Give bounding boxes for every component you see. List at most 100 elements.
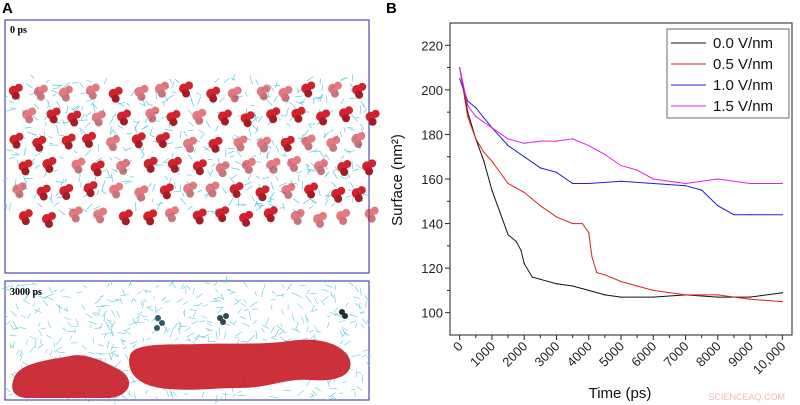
solvent-stroke [182,300,189,306]
solvent-stroke [73,150,78,154]
solvent-stroke [174,337,179,341]
solvent-stroke [350,87,353,92]
solvent-stroke [354,286,359,292]
molecule [301,81,316,98]
solvent-stroke [176,298,184,303]
data-point [515,240,517,242]
solvent-stroke [351,354,361,357]
solvent-stroke [20,315,27,319]
solvent-stroke [287,101,294,105]
molecule [215,161,230,178]
solvent-stroke [178,321,182,328]
solvent-stroke [187,109,193,116]
solvent-stroke [261,176,270,180]
solvent-stroke [215,394,218,404]
solvent-stroke [277,330,285,336]
data-point [507,182,509,185]
data-point [459,66,461,69]
y-axis-label: Surface (nm²) [389,134,406,226]
solvent-stroke [285,107,290,117]
molecule [41,211,56,228]
data-point [572,285,574,287]
solvent-stroke [270,181,274,191]
solvent-stroke [326,315,332,317]
solvent-stroke [169,78,173,83]
molecule [68,206,83,223]
molecule [90,160,105,177]
molecule [339,106,354,123]
solvent-stroke [109,129,114,135]
solvent-stroke [111,331,114,336]
solvent-stroke [145,289,152,293]
solvent-stroke [103,333,107,338]
solvent-stroke [360,101,365,107]
solvent-stroke [135,202,137,212]
solvent-stroke [197,302,203,306]
series-line-1 [459,67,783,303]
solvent-stroke [309,198,318,204]
solvent-stroke [349,97,357,100]
molecule [192,159,207,176]
solvent-stroke [200,315,208,319]
solvent-stroke [174,182,176,189]
solvent-stroke [217,296,225,300]
solvent-stroke [124,180,133,184]
solvent-stroke [78,176,81,183]
molecule [263,206,278,223]
solvent-stroke [116,310,120,318]
solvent-stroke [78,119,88,122]
solvent-stroke [191,320,199,325]
solvent-stroke [309,169,315,171]
data-point [459,78,461,80]
solvent-stroke [269,197,275,201]
solvent-stroke [26,397,28,403]
solvent-stroke [310,309,318,313]
data-point [620,180,622,182]
solvent-stroke [306,379,311,386]
solvent-stroke [215,306,224,309]
molecule [337,159,352,176]
molecule [61,133,76,150]
solvent-stroke [229,321,234,324]
data-point [475,107,477,109]
solvent-stroke [240,302,246,307]
solvent-stroke [121,338,124,346]
molecule [278,85,293,102]
solvent-stroke [34,133,38,138]
solvent-stroke [340,98,345,105]
solvent-stroke [253,113,257,122]
solvent-stroke [260,328,265,333]
solvent-stroke [198,129,205,134]
x-tick-label: 2000 [499,339,530,370]
solvent-stroke [141,299,143,306]
solvent-stroke [45,108,51,115]
solvent-stroke [360,323,365,329]
solvent-stroke [6,149,14,152]
solvent-stroke [50,192,53,200]
solvent-stroke [193,304,199,307]
solvent-stroke [257,115,263,123]
molecule [233,135,248,152]
solvent-stroke [172,391,177,396]
solvent-stroke [66,105,69,115]
solvent-stroke [345,195,351,198]
solvent-stroke [311,200,317,204]
solvent-stroke [242,299,247,304]
solvent-stroke [122,289,126,297]
solvent-stroke [15,303,19,311]
solvent-stroke [297,174,300,183]
solvent-stroke [83,284,87,289]
solvent-stroke [340,155,345,159]
data-point [588,289,590,292]
solvent-stroke [181,283,184,289]
molecule [217,109,232,126]
solvent-stroke [56,337,62,345]
solvent-stroke [45,349,48,354]
solvent-stroke [179,130,182,139]
molecule [365,109,380,126]
data-point [591,256,593,258]
molecule [71,157,86,174]
solvent-stroke [48,287,54,294]
solvent-stroke [254,291,257,296]
solvent-stroke [240,316,246,320]
